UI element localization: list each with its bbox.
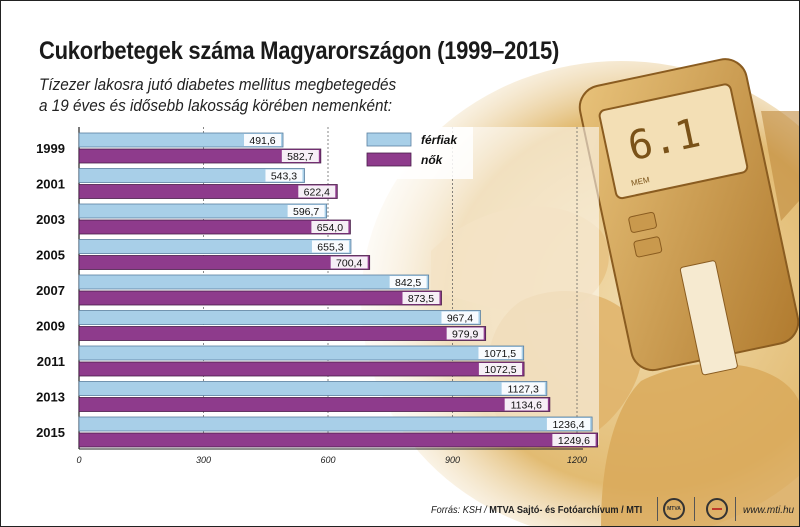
value-label: 1134,6 (511, 400, 542, 412)
bar-women (78, 184, 338, 199)
value-label-bg (501, 382, 545, 395)
bar-women (78, 397, 551, 412)
source-credit: Forrás: KSH / MTVA Sajtó- és Fotóarchívu… (431, 505, 642, 516)
x-tick-label: 1200 (567, 455, 587, 465)
footer-divider (694, 497, 695, 521)
category-label: 1999 (36, 141, 65, 156)
value-label-bg (311, 221, 349, 233)
category-label: 2001 (36, 177, 65, 192)
value-label-bg (546, 418, 591, 430)
bar-men (78, 274, 430, 290)
footer-divider (657, 497, 658, 521)
value-label-bg (402, 292, 440, 304)
bar-men (78, 239, 352, 254)
value-label-bg (330, 256, 368, 269)
legend-label-men: férfiak (421, 133, 458, 147)
source-prefix: Forrás: KSH / (431, 505, 490, 516)
value-label-bg (441, 311, 479, 324)
category-label: 2009 (36, 319, 65, 334)
mti-logo (706, 498, 728, 520)
value-label-bg (298, 185, 336, 198)
value-label-bg (504, 398, 548, 411)
x-tick-label: 300 (196, 455, 211, 465)
bar-women (78, 219, 351, 235)
bar-men (78, 416, 593, 432)
footer-divider (735, 497, 736, 521)
category-label: 2015 (36, 425, 65, 440)
value-label: 582,7 (287, 151, 313, 163)
value-label: 1249,6 (558, 435, 590, 447)
bar-women (78, 148, 322, 164)
website-link[interactable]: www.mti.hu (743, 505, 795, 516)
value-label-bg (311, 240, 349, 253)
legend-swatch-women (366, 152, 412, 167)
value-label-bg (265, 169, 303, 182)
value-label: 967,4 (447, 313, 473, 325)
value-label: 979,9 (452, 329, 478, 341)
source-agency: MTVA Sajtó- és Fotóarchívum / MTI (489, 505, 643, 516)
value-label-bg (478, 363, 523, 375)
value-label: 1127,3 (508, 384, 539, 396)
value-label: 873,5 (408, 293, 434, 305)
chart-subtitle: Tízezer lakosra jutó diabetes mellitus m… (39, 74, 396, 116)
value-label: 596,7 (293, 206, 319, 218)
value-label-bg (389, 276, 427, 288)
bar-men (78, 310, 481, 325)
value-label-bg (244, 134, 282, 146)
legend-label-women: nők (421, 153, 444, 167)
x-tick-label: 900 (445, 455, 460, 465)
svg-text:MEM: MEM (630, 175, 650, 188)
bar-men (78, 345, 525, 361)
bar-women (78, 326, 487, 341)
category-label: 2007 (36, 283, 65, 298)
category-label: 2005 (36, 248, 65, 263)
category-label: 2003 (36, 212, 65, 227)
value-label: 1072,5 (484, 364, 516, 376)
x-tick-label: 600 (320, 455, 335, 465)
bar-men (78, 203, 328, 219)
value-label: 543,3 (271, 171, 297, 183)
value-label: 655,3 (317, 242, 343, 254)
value-label-bg (281, 150, 319, 162)
value-label: 654,0 (317, 222, 343, 234)
bar-women (78, 290, 442, 306)
value-label-bg (446, 327, 484, 340)
legend-swatch-men (366, 132, 412, 147)
category-label: 2013 (36, 390, 65, 405)
category-label: 2011 (37, 354, 65, 369)
bar-men (78, 168, 305, 183)
value-label: 1236,4 (552, 419, 584, 431)
value-label: 700,4 (336, 258, 362, 270)
bar-women (78, 255, 371, 270)
subtitle-line-1: Tízezer lakosra jutó diabetes mellitus m… (39, 75, 397, 94)
bar-women (78, 432, 598, 448)
bar-men (78, 381, 548, 396)
value-label-bg (287, 205, 325, 217)
subtitle-line-2: a 19 éves és idősebb lakosság körében ne… (39, 96, 392, 115)
bar-women (78, 361, 525, 377)
value-label: 1071,5 (484, 348, 516, 360)
chart-title: Cukorbetegek száma Magyarországon (1999–… (39, 37, 560, 65)
value-label: 622,4 (304, 187, 330, 199)
value-label: 842,5 (395, 277, 421, 289)
footer: Forrás: KSH / MTVA Sajtó- és Fotóarchívu… (1, 491, 799, 526)
mtva-logo: MTVA (663, 498, 685, 520)
value-label-bg (478, 347, 522, 359)
x-tick-label: 0 (76, 455, 81, 465)
value-label: 491,6 (249, 135, 275, 147)
value-label-bg (552, 434, 596, 446)
bar-men (78, 132, 284, 148)
